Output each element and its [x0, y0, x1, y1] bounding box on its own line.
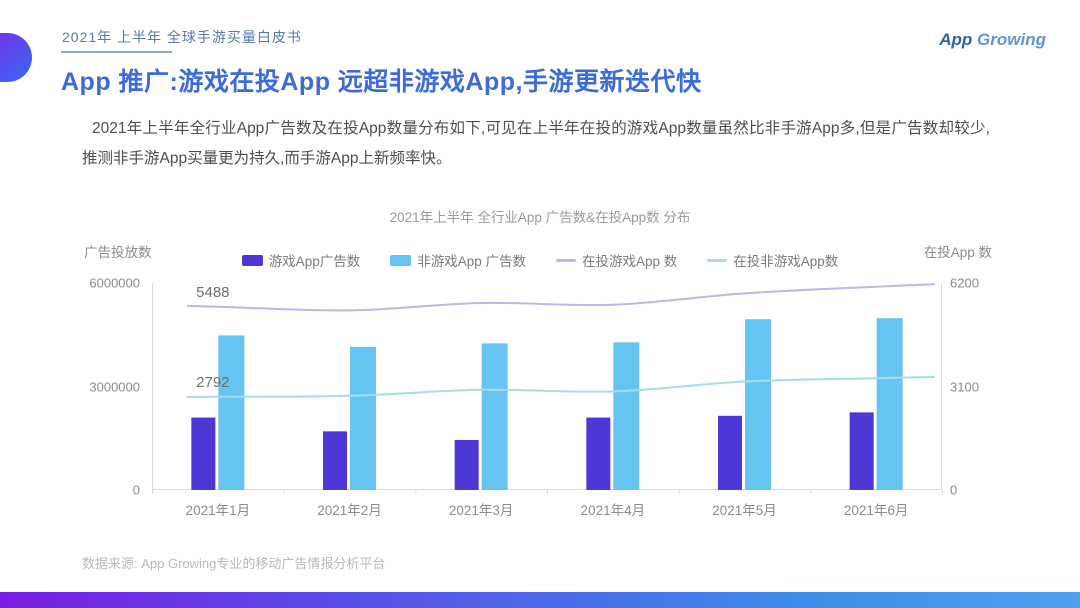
left-axis-label: 广告投放数 [84, 245, 152, 260]
x-tick-label: 2021年2月 [317, 503, 382, 518]
y-tick-label: 0 [132, 482, 140, 498]
right-axis-ticks: 6200 3100 0 [950, 276, 1010, 498]
corner-pill-decoration [0, 33, 32, 82]
slide-title: App 推广:游戏在投App 远超非游戏App,手游更新迭代快 [61, 68, 702, 96]
bar-非游戏App 广告数-2021年1月 [218, 335, 245, 490]
bar-非游戏App 广告数-2021年5月 [745, 319, 771, 490]
legend-swatch-line [707, 258, 728, 262]
legend-label: 在投游戏App 数 [582, 254, 678, 269]
legend-label: 在投非游戏App数 [733, 254, 839, 269]
chart-title: 2021年上半年 全行业App 广告数&在投App数 分布 [389, 210, 691, 225]
data-source: 数据来源: App Growing专业的移动广告情报分析平台 [82, 556, 386, 571]
left-axis-ticks: 6000000 3000000 0 [0, 276, 140, 498]
legend-swatch-line [556, 258, 576, 262]
y-tick-label: 3000000 [89, 379, 140, 394]
logo-word-app: App [939, 30, 973, 49]
x-tick-label: 2021年4月 [580, 503, 646, 518]
x-axis-labels: 2021年1月 2021年2月 2021年3月 2021年4月 2021年5月 2021年… [152, 499, 942, 518]
x-tick-label: 2021年1月 [185, 503, 251, 518]
legend-item: 非游戏App 广告数 [390, 250, 526, 270]
app-growing-logo: App Growing [939, 30, 1046, 50]
y-tick-label: 6200 [950, 275, 979, 291]
bar-游戏App广告数-2021年6月 [849, 412, 874, 490]
bottom-gradient-bar [0, 592, 1080, 608]
legend-item: 游戏App广告数 [241, 250, 361, 270]
bar-游戏App广告数-2021年3月 [454, 439, 479, 490]
y-tick-label: 0 [950, 482, 958, 498]
legend-swatch-bar [390, 254, 412, 266]
eyebrow-underline [61, 51, 172, 53]
bar-游戏App广告数-2021年4月 [586, 417, 611, 490]
y-tick-label: 3100 [950, 379, 979, 394]
line-在投非游戏App数 [186, 376, 935, 398]
legend-label: 非游戏App 广告数 [417, 254, 526, 269]
y-tick-label: 6000000 [89, 275, 140, 291]
bar-非游戏App 广告数-2021年3月 [481, 343, 508, 490]
bar-游戏App广告数-2021年2月 [323, 431, 347, 490]
logo-word-growing: Growing [977, 30, 1046, 49]
x-tick-label: 2021年5月 [712, 503, 777, 518]
body-paragraph: 2021年上半年全行业App广告数及在投App数量分布如下,可见在上半年在投的游… [82, 120, 990, 167]
chart-plot: 5488 2792 [152, 283, 943, 494]
legend-label: 游戏App广告数 [268, 254, 361, 269]
bar-非游戏App 广告数-2021年2月 [350, 346, 376, 490]
bar-非游戏App 广告数-2021年6月 [876, 318, 903, 490]
chart-legend: 游戏App广告数 非游戏App 广告数 在投游戏App 数 在投非游戏App数 [0, 250, 1080, 270]
x-tick-label: 2021年6月 [843, 503, 909, 518]
bar-游戏App广告数-2021年1月 [191, 417, 216, 490]
right-axis-label: 在投App 数 [923, 245, 992, 260]
annotation-2792: 2792 [196, 374, 229, 391]
report-eyebrow: 2021年 上半年 全球手游买量白皮书 [62, 29, 302, 45]
bar-非游戏App 广告数-2021年4月 [613, 342, 640, 490]
legend-item: 在投非游戏App数 [707, 250, 838, 270]
legend-item: 在投游戏App 数 [556, 250, 677, 270]
line-在投游戏App 数 [186, 283, 935, 312]
x-tick-label: 2021年3月 [448, 503, 514, 518]
annotation-5488: 5488 [196, 284, 229, 301]
bar-游戏App广告数-2021年5月 [718, 415, 742, 490]
legend-swatch-bar [241, 254, 263, 266]
